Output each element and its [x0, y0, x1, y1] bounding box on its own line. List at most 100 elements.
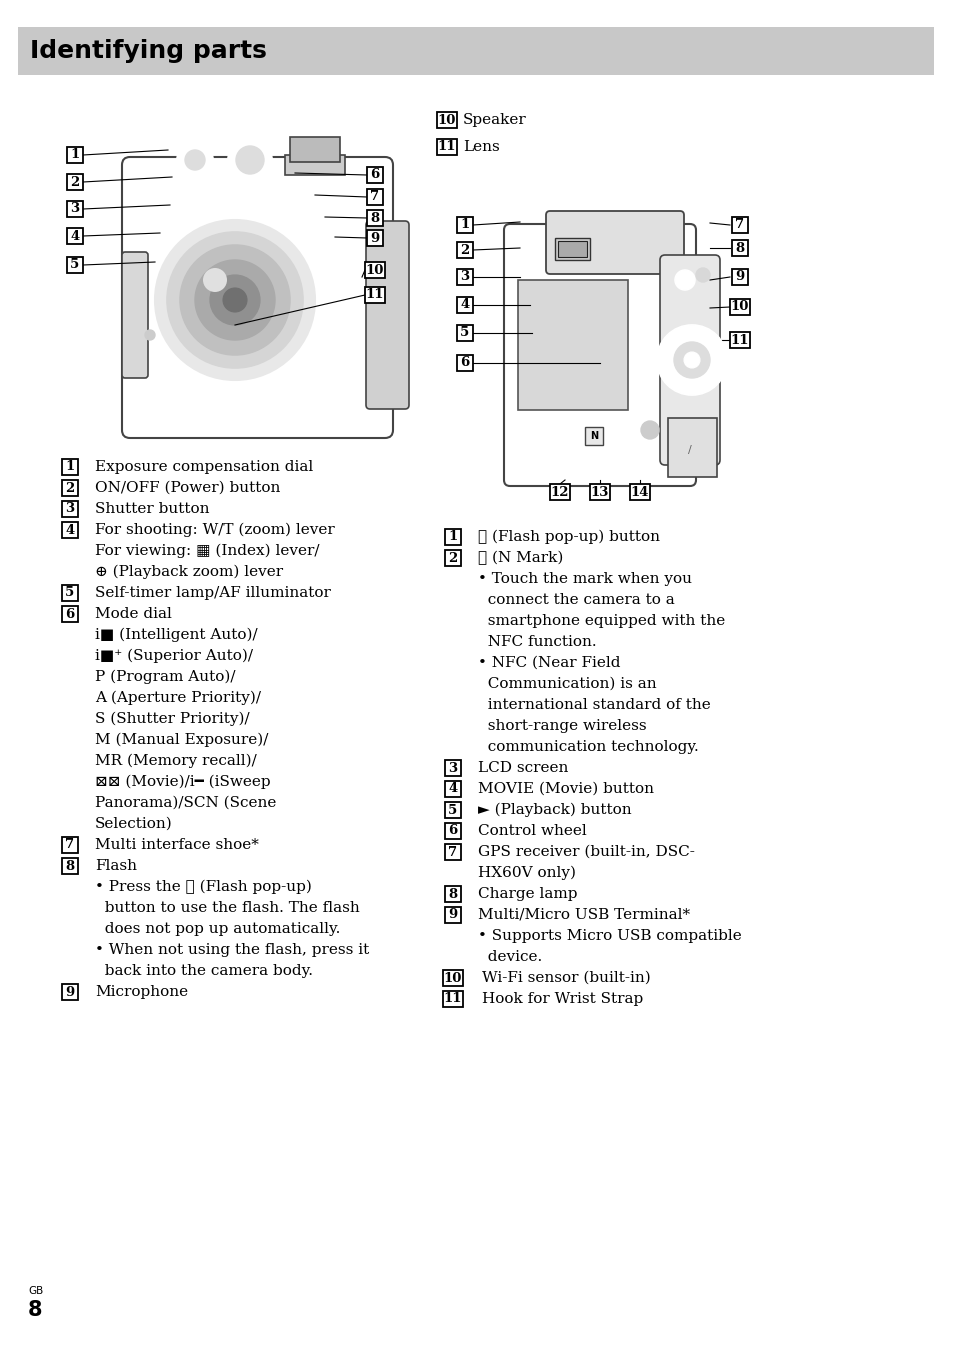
Text: 10: 10 — [730, 300, 748, 313]
Bar — [444, 802, 460, 818]
Circle shape — [210, 274, 260, 325]
Text: Communication) is an: Communication) is an — [477, 677, 656, 691]
Text: GB: GB — [28, 1286, 43, 1297]
Text: 3: 3 — [460, 270, 469, 284]
Text: • Touch the mark when you: • Touch the mark when you — [477, 572, 691, 586]
Bar — [367, 167, 382, 183]
Text: 5: 5 — [460, 327, 469, 339]
Text: Self-timer lamp/AF illuminator: Self-timer lamp/AF illuminator — [95, 586, 331, 600]
Text: A (Aperture Priority)/: A (Aperture Priority)/ — [95, 691, 261, 705]
Bar — [67, 174, 83, 190]
Text: communication technology.: communication technology. — [477, 740, 698, 755]
Text: Panorama)/SCN (Scene: Panorama)/SCN (Scene — [95, 796, 276, 810]
Bar — [436, 112, 456, 128]
Bar — [444, 781, 460, 798]
Text: button to use the flash. The flash: button to use the flash. The flash — [95, 901, 359, 915]
Bar — [62, 480, 78, 496]
Text: 5: 5 — [71, 258, 79, 272]
Circle shape — [145, 330, 154, 340]
Bar — [731, 269, 747, 285]
Text: 6: 6 — [370, 168, 379, 182]
FancyBboxPatch shape — [667, 418, 717, 477]
Bar — [62, 585, 78, 601]
Text: Selection): Selection) — [95, 816, 172, 831]
Bar — [731, 217, 747, 233]
Text: 7: 7 — [66, 838, 74, 851]
Text: Lens: Lens — [462, 140, 499, 153]
Bar — [67, 147, 83, 163]
Text: • NFC (Near Field: • NFC (Near Field — [477, 656, 619, 670]
Text: Shutter button: Shutter button — [95, 502, 210, 516]
Text: S (Shutter Priority)/: S (Shutter Priority)/ — [95, 712, 250, 726]
Text: 8: 8 — [28, 1301, 43, 1319]
Text: 9: 9 — [448, 908, 457, 921]
FancyBboxPatch shape — [503, 225, 696, 486]
Text: Multi interface shoe*: Multi interface shoe* — [95, 838, 258, 851]
Bar — [290, 137, 339, 161]
Text: device.: device. — [477, 950, 541, 964]
Text: 10: 10 — [437, 113, 456, 126]
FancyBboxPatch shape — [545, 211, 683, 274]
Text: • Press the ⚡ (Flash pop-up): • Press the ⚡ (Flash pop-up) — [95, 880, 312, 894]
Text: 1: 1 — [71, 148, 79, 161]
Text: does not pop up automatically.: does not pop up automatically. — [95, 923, 340, 936]
Bar — [456, 297, 473, 313]
Text: 5: 5 — [66, 586, 74, 600]
Bar — [729, 299, 749, 315]
FancyBboxPatch shape — [122, 157, 393, 438]
Text: ⊠⊠ (Movie)/i━ (iSweep: ⊠⊠ (Movie)/i━ (iSweep — [95, 775, 271, 790]
Text: 2: 2 — [66, 482, 74, 495]
Bar — [67, 200, 83, 217]
Text: MR (Memory recall)/: MR (Memory recall)/ — [95, 753, 256, 768]
Text: M (Manual Exposure)/: M (Manual Exposure)/ — [95, 733, 268, 748]
Bar — [442, 991, 462, 1007]
Text: Speaker: Speaker — [462, 113, 526, 126]
Text: • Supports Micro USB compatible: • Supports Micro USB compatible — [477, 929, 741, 943]
Circle shape — [194, 260, 274, 340]
Text: ► (Playback) button: ► (Playback) button — [477, 803, 631, 818]
Text: /: / — [687, 445, 691, 455]
Text: Flash: Flash — [95, 859, 137, 873]
Text: MOVIE (Movie) button: MOVIE (Movie) button — [477, 781, 654, 796]
Bar — [62, 500, 78, 516]
Text: 7: 7 — [370, 191, 379, 203]
Bar — [367, 190, 382, 204]
Text: Mode dial: Mode dial — [95, 607, 172, 621]
Text: Hook for Wrist Strap: Hook for Wrist Strap — [481, 993, 642, 1006]
Text: 9: 9 — [735, 270, 744, 284]
FancyBboxPatch shape — [366, 221, 409, 409]
Text: GPS receiver (built-in, DSC-: GPS receiver (built-in, DSC- — [477, 845, 694, 859]
Bar — [367, 230, 382, 246]
Text: i■⁺ (Superior Auto)/: i■⁺ (Superior Auto)/ — [95, 648, 253, 663]
Text: short-range wireless: short-range wireless — [477, 720, 646, 733]
Text: Exposure compensation dial: Exposure compensation dial — [95, 460, 313, 473]
Text: Ⓝ (N Mark): Ⓝ (N Mark) — [477, 551, 563, 565]
Bar — [444, 529, 460, 545]
Bar — [456, 242, 473, 258]
Text: 1: 1 — [66, 460, 74, 473]
Text: 4: 4 — [71, 230, 79, 242]
Bar — [62, 459, 78, 475]
Text: 1: 1 — [460, 218, 469, 231]
FancyBboxPatch shape — [122, 252, 148, 378]
Bar — [731, 239, 747, 256]
Circle shape — [657, 325, 726, 395]
Circle shape — [675, 270, 695, 291]
Text: 8: 8 — [370, 211, 379, 225]
Text: 11: 11 — [365, 288, 384, 301]
Text: N: N — [589, 430, 598, 441]
Text: connect the camera to a: connect the camera to a — [477, 593, 674, 607]
Bar — [589, 484, 609, 500]
Text: 10: 10 — [365, 264, 384, 277]
Bar — [62, 985, 78, 999]
Bar — [550, 484, 569, 500]
Bar — [456, 355, 473, 371]
Text: Charge lamp: Charge lamp — [477, 886, 577, 901]
Text: 3: 3 — [66, 503, 74, 515]
Bar — [584, 426, 602, 445]
Text: 2: 2 — [71, 175, 79, 188]
Circle shape — [167, 231, 303, 369]
Text: 11: 11 — [443, 993, 462, 1006]
Bar — [62, 607, 78, 621]
Text: 6: 6 — [460, 356, 469, 370]
